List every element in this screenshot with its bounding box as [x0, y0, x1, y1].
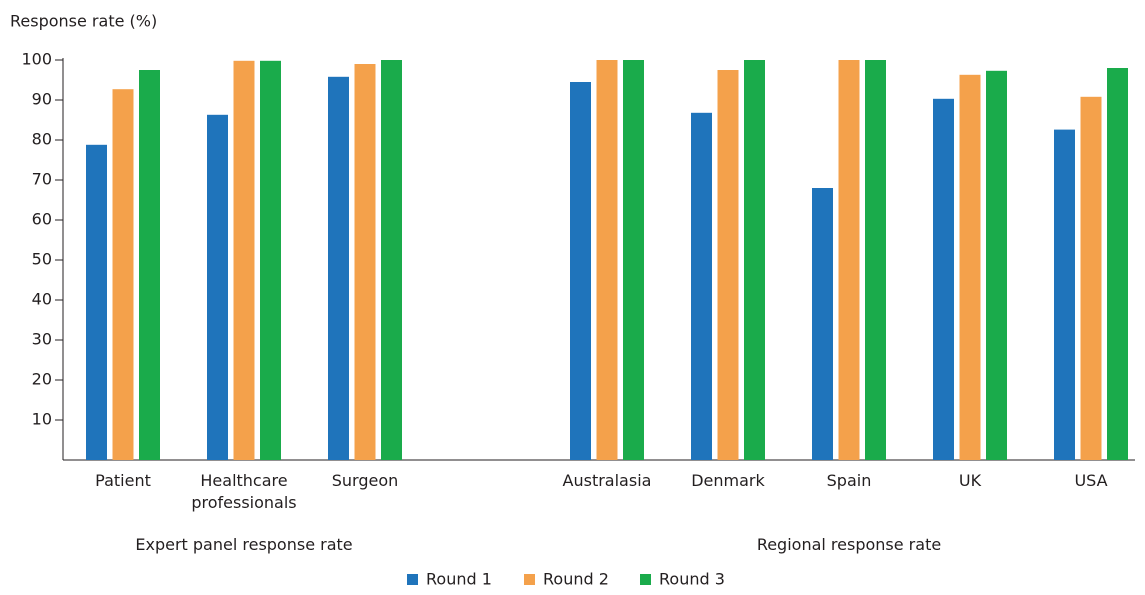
legend-swatch — [640, 574, 651, 585]
x-tick-label: Healthcare professionals — [191, 471, 297, 512]
bar — [959, 74, 981, 461]
bar — [381, 60, 402, 460]
legend-label: Round 3 — [659, 570, 725, 589]
bar — [623, 60, 644, 460]
legend-swatch — [524, 574, 535, 585]
bar — [354, 64, 376, 460]
group-label: Regional response rate — [756, 535, 942, 554]
legend-label: Round 2 — [543, 570, 609, 589]
legend-swatch — [407, 574, 418, 585]
bar — [328, 76, 349, 461]
bar — [865, 60, 886, 460]
bar — [838, 60, 860, 460]
bar — [717, 70, 739, 460]
y-tick-label: 50 — [32, 250, 52, 269]
bar — [260, 60, 281, 461]
bar — [812, 188, 833, 460]
bar — [1107, 68, 1128, 460]
y-tick-label: 60 — [32, 210, 52, 229]
y-tick-label: 80 — [32, 130, 52, 149]
bar — [207, 114, 228, 461]
y-tick-label: 40 — [32, 290, 52, 309]
bar — [139, 70, 160, 460]
x-tick-label: Patient — [95, 471, 151, 490]
bar — [1054, 129, 1075, 460]
bar — [986, 70, 1007, 461]
y-tick-label: 90 — [32, 90, 52, 109]
y-tick-label: 20 — [32, 370, 52, 389]
bar — [86, 144, 107, 461]
y-tick-label: 70 — [32, 170, 52, 189]
y-tick-label: 100 — [21, 50, 52, 69]
group-label: Expert panel response rate — [135, 535, 353, 554]
x-tick-label: Spain — [826, 471, 872, 490]
y-tick-label: 30 — [32, 330, 52, 349]
legend-label: Round 1 — [426, 570, 492, 589]
bar — [570, 82, 591, 460]
bar — [933, 98, 954, 461]
bar — [691, 112, 712, 461]
bar — [1080, 96, 1102, 461]
bar — [744, 60, 765, 460]
x-tick-label: Denmark — [691, 471, 765, 490]
bar — [112, 89, 134, 460]
x-tick-label: USA — [1074, 471, 1108, 490]
x-tick-label: Surgeon — [331, 471, 399, 490]
bar — [233, 60, 255, 461]
y-axis-title: Response rate (%) — [10, 12, 157, 31]
x-tick-label: Australasia — [562, 471, 652, 490]
y-tick-label: 10 — [32, 410, 52, 429]
x-tick-label: UK — [958, 471, 982, 490]
bar — [596, 60, 618, 460]
